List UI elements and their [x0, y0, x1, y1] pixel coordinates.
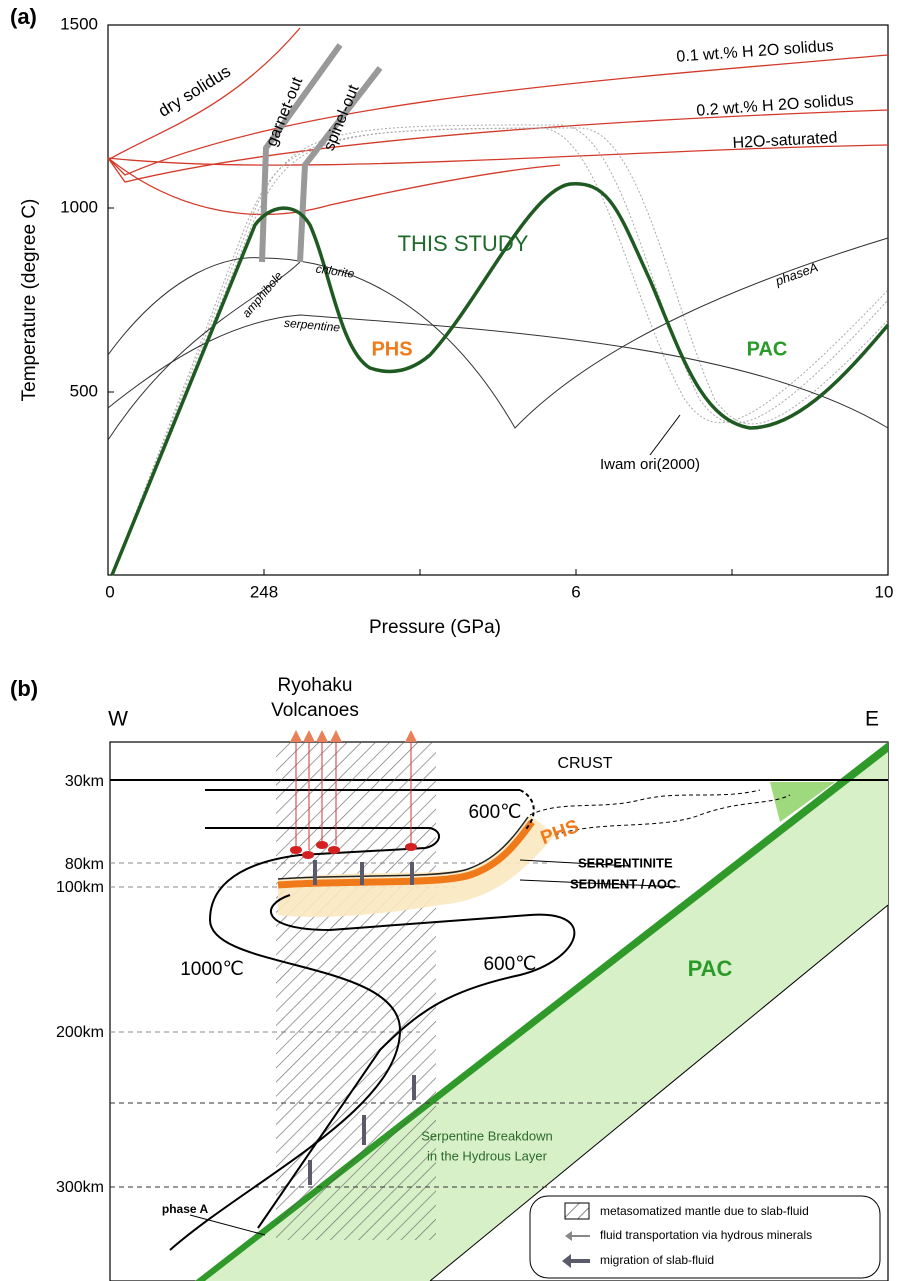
breakdown-label: Serpentine Breakdown — [421, 1128, 553, 1143]
magma-blob — [328, 846, 340, 854]
y-axis-label: Temperature (degree C) — [19, 199, 40, 402]
phs-label: PHS — [538, 816, 582, 849]
magma-blob — [405, 843, 417, 851]
panel-a: (a) 1500 1000 500 0 248 6 10 Pressure (G… — [10, 4, 893, 638]
legend-label: fluid transportation via hydrous mineral… — [600, 1228, 812, 1242]
curve-label: 0.2 wt.% H 2O solidus — [696, 92, 854, 120]
curve-label: amphibole — [239, 269, 286, 321]
x-tick-label: 10 — [875, 582, 894, 601]
curve-label: Iwam ori(2000) — [600, 456, 700, 473]
magma-blob — [302, 851, 314, 859]
layer-label: SEDIMENT / AOC — [570, 876, 677, 891]
depth-label: 30km — [65, 773, 104, 790]
y-tick-label: 500 — [70, 381, 98, 400]
curve-label: serpentine — [284, 316, 341, 335]
legend-label: metasomatized mantle due to slab-fluid — [600, 1204, 809, 1218]
breakdown-label: in the Hydrous Layer — [427, 1148, 548, 1163]
isotherm-label: 1000℃ — [180, 959, 244, 980]
x-tick-label: 0 — [105, 582, 114, 601]
volcano-label: Ryohaku — [278, 675, 353, 696]
volcanoes — [290, 730, 417, 742]
volcano — [330, 730, 342, 742]
x-tick-label: 6 — [571, 582, 580, 601]
phs-outline — [530, 790, 760, 815]
curve-label: chlorite — [315, 262, 356, 281]
curve-label: PAC — [747, 338, 788, 360]
depth-label: 300km — [56, 1179, 104, 1196]
serpentine-curve — [108, 315, 888, 428]
pac-label: PAC — [688, 956, 733, 981]
leader — [650, 415, 680, 455]
volcano-label: Volcanoes — [271, 700, 359, 721]
depth-label: 80km — [65, 856, 104, 873]
solidus-lower — [108, 158, 560, 214]
volcano — [290, 730, 302, 742]
isotherm-label: 600℃ — [468, 802, 521, 823]
ticks — [108, 208, 732, 575]
y-tick-label: 1000 — [60, 197, 98, 216]
phs-outline — [555, 795, 790, 835]
curve-label: PHS — [371, 338, 412, 360]
volcano — [405, 730, 417, 742]
y-tick-label: 1500 — [60, 14, 98, 33]
legend-swatch — [565, 1203, 589, 1219]
panel-b: (b) Ryohaku Volcanoes W E CRUST 30km 80k… — [10, 675, 888, 1281]
direction-label: E — [865, 708, 879, 731]
panel-label: (b) — [10, 676, 38, 701]
volcano — [316, 730, 328, 742]
depth-label: 200km — [56, 1024, 104, 1041]
page: (a) 1500 1000 500 0 248 6 10 Pressure (G… — [0, 0, 900, 1281]
magma-blob — [290, 846, 302, 854]
figure: (a) 1500 1000 500 0 248 6 10 Pressure (G… — [0, 0, 900, 1281]
phase-a-label: phase A — [162, 1202, 209, 1216]
layer-label: SERPENTINITE — [578, 855, 673, 870]
x-axis-label: Pressure (GPa) — [369, 617, 501, 638]
curve-label: dry solidus — [155, 62, 234, 121]
curve-label: THIS STUDY — [398, 231, 529, 256]
curve-label: garnet-out — [263, 74, 306, 149]
panel-label: (a) — [10, 4, 37, 29]
curve-label: phaseA — [772, 259, 820, 289]
curve-label: H2O-saturated — [732, 129, 838, 151]
crust-label: CRUST — [557, 755, 612, 772]
x-tick-label: 248 — [250, 582, 278, 601]
isotherm-label: 600℃ — [483, 954, 536, 975]
direction-label: W — [108, 708, 128, 731]
chlorite-curve — [108, 238, 888, 428]
volcano — [303, 730, 315, 742]
legend-label: migration of slab-fluid — [600, 1253, 714, 1267]
depth-label: 100km — [56, 879, 104, 896]
magma-blob — [316, 841, 328, 849]
